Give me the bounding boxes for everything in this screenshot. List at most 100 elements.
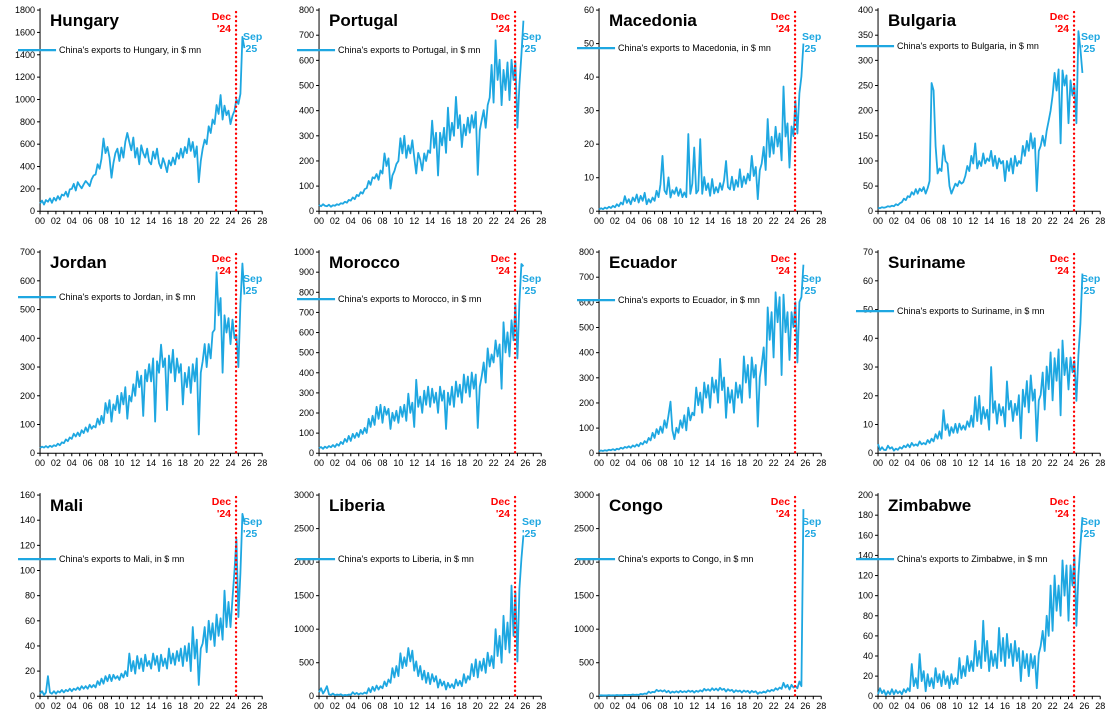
x-tick-label: 18 <box>1016 701 1026 711</box>
x-tick-label: 02 <box>609 216 619 226</box>
y-tick-label: 800 <box>579 247 594 257</box>
y-tick-label: 0 <box>868 449 873 459</box>
x-tick-label: 18 <box>736 701 746 711</box>
chart-title: Bulgaria <box>888 11 957 30</box>
x-tick-label: 14 <box>425 216 435 226</box>
chart-cell-mali: 0 20 40 60 80 100 120 140 160 00 02 04 06 08 10 12 14 16 1… <box>0 485 279 727</box>
x-tick-label: 28 <box>1095 701 1105 711</box>
chart-cell-suriname: 0 10 20 30 40 50 60 70 00 02 04 06 08 10 12 14 16 18 20 22 2… <box>838 242 1117 484</box>
y-tick-label: 400 <box>858 5 873 15</box>
y-tick-label: 40 <box>863 334 873 344</box>
event-label-dec-24: Dec '24 <box>212 496 231 520</box>
x-tick-label: 28 <box>257 459 267 469</box>
y-tick-label: 0 <box>589 691 594 701</box>
x-tick-label: 28 <box>536 701 546 711</box>
x-tick-label: 28 <box>816 216 826 226</box>
event-label-dec-24: Dec '24 <box>491 253 510 277</box>
x-tick-label: 14 <box>984 216 994 226</box>
x-tick-label: 00 <box>314 701 324 711</box>
x-tick-label: 08 <box>378 216 388 226</box>
y-tick-label: 700 <box>299 30 314 40</box>
y-tick-label: 600 <box>299 55 314 65</box>
y-tick-label: 1600 <box>15 27 35 37</box>
x-tick-label: 20 <box>752 459 762 469</box>
event-label-dec-24: Dec '24 <box>770 11 789 35</box>
x-tick-label: 14 <box>705 216 715 226</box>
x-tick-label: 26 <box>1079 701 1089 711</box>
x-tick-label: 04 <box>67 701 77 711</box>
y-tick-label: 60 <box>25 615 35 625</box>
y-tick-label: 300 <box>858 55 873 65</box>
x-tick-label: 22 <box>768 216 778 226</box>
x-tick-label: 24 <box>225 701 235 711</box>
y-tick-label: 20 <box>863 391 873 401</box>
y-tick-label: 30 <box>863 362 873 372</box>
x-tick-label: 18 <box>457 216 467 226</box>
y-tick-label: 2500 <box>574 523 594 533</box>
x-tick-label: 24 <box>1063 701 1073 711</box>
x-tick-label: 16 <box>162 459 172 469</box>
y-tick-label: 500 <box>20 305 35 315</box>
chart-cell-zimbabwe: 0 20 40 60 80 100 120 140 160 180 200 00 02 04 06 08 10 1… <box>838 485 1117 727</box>
y-tick-label: 100 <box>858 156 873 166</box>
end-label-sep-25: Sep '25 <box>522 273 541 297</box>
x-tick-label: 02 <box>51 701 61 711</box>
y-tick-label: 140 <box>20 515 35 525</box>
y-tick-label: 200 <box>299 408 314 418</box>
y-tick-label: 200 <box>20 184 35 194</box>
x-tick-label: 28 <box>1095 459 1105 469</box>
end-label-sep-25: Sep '25 <box>243 273 262 297</box>
legend-label: China's exports to Macedonia, in $ mn <box>618 43 771 53</box>
x-tick-label: 14 <box>425 459 435 469</box>
x-tick-label: 12 <box>130 701 140 711</box>
x-tick-label: 08 <box>936 459 946 469</box>
y-tick-label: 1500 <box>294 590 314 600</box>
y-tick-label: 0 <box>309 449 314 459</box>
series-line <box>318 263 525 451</box>
chart-cell-portugal: 0 100 200 300 400 500 600 700 800 00 02 04 06 08 10 12 1… <box>279 0 558 242</box>
x-tick-label: 22 <box>1047 701 1057 711</box>
legend-label: China's exports to Liberia, in $ mn <box>338 554 474 564</box>
y-tick-label: 100 <box>20 420 35 430</box>
y-tick-label: 70 <box>863 247 873 257</box>
x-tick-label: 22 <box>489 216 499 226</box>
chart-suriname: 0 10 20 30 40 50 60 70 00 02 04 06 08 10 12 14 16 18 20 22 2… <box>855 247 1105 469</box>
x-tick-label: 24 <box>784 459 794 469</box>
event-label-dec-24: Dec '24 <box>1050 11 1069 35</box>
x-tick-label: 10 <box>673 216 683 226</box>
x-tick-label: 20 <box>1031 216 1041 226</box>
x-tick-label: 06 <box>641 701 651 711</box>
end-label-sep-25: Sep '25 <box>243 31 262 55</box>
x-tick-label: 20 <box>473 216 483 226</box>
end-label-sep-25: Sep '25 <box>522 516 541 540</box>
y-tick-label: 800 <box>299 5 314 15</box>
x-tick-label: 10 <box>673 701 683 711</box>
x-tick-label: 16 <box>441 216 451 226</box>
x-tick-label: 12 <box>968 216 978 226</box>
x-tick-label: 06 <box>83 701 93 711</box>
x-tick-label: 06 <box>362 216 372 226</box>
chart-title: Ecuador <box>609 253 677 272</box>
x-tick-label: 24 <box>1063 459 1073 469</box>
y-tick-label: 50 <box>584 39 594 49</box>
y-tick-label: 700 <box>299 308 314 318</box>
x-tick-label: 12 <box>410 701 420 711</box>
x-tick-label: 24 <box>505 459 515 469</box>
y-tick-label: 400 <box>20 334 35 344</box>
y-tick-label: 700 <box>579 273 594 283</box>
y-tick-label: 600 <box>579 298 594 308</box>
x-tick-label: 02 <box>609 701 619 711</box>
x-tick-label: 18 <box>1016 459 1026 469</box>
x-tick-label: 22 <box>489 459 499 469</box>
x-tick-label: 00 <box>594 701 604 711</box>
x-tick-label: 00 <box>873 216 883 226</box>
end-label-sep-25: Sep '25 <box>802 273 821 297</box>
y-tick-label: 0 <box>868 691 873 701</box>
x-tick-label: 26 <box>800 216 810 226</box>
x-tick-label: 02 <box>51 459 61 469</box>
x-tick-label: 04 <box>905 459 915 469</box>
x-tick-label: 20 <box>473 701 483 711</box>
x-tick-label: 08 <box>657 701 667 711</box>
x-tick-label: 08 <box>936 216 946 226</box>
